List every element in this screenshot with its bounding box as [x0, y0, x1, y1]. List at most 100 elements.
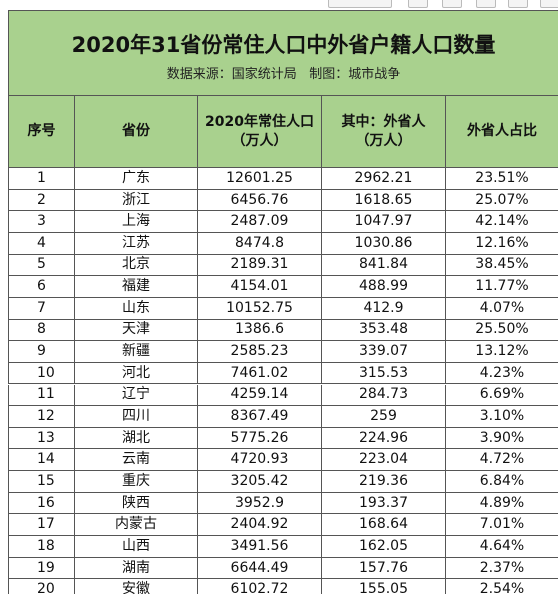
- table-cell: 山西: [75, 536, 198, 558]
- table-cell: 山东: [75, 297, 198, 320]
- table-cell: 168.64: [322, 514, 446, 537]
- table-cell: 浙江: [75, 189, 198, 212]
- table-cell: 2.54%: [446, 579, 558, 594]
- table-cell: 3.90%: [446, 428, 558, 450]
- table-cell: 488.99: [322, 276, 446, 298]
- header-text: 序号: [27, 123, 56, 140]
- table-cell: 6456.76: [198, 189, 322, 212]
- table-cell: 12.16%: [446, 233, 558, 255]
- table-cell: 2: [8, 189, 75, 212]
- table-cell: 17: [8, 514, 75, 537]
- table-cell: 25.07%: [446, 190, 558, 212]
- table-cell: 4.89%: [446, 493, 558, 515]
- table-cell: 841.84: [322, 254, 446, 277]
- table-cell: 7461.02: [198, 362, 322, 385]
- table-cell: 上海: [75, 211, 198, 233]
- table-cell: 14: [8, 449, 75, 472]
- table-cell: 155.05: [322, 579, 446, 594]
- table-cell: 4.64%: [446, 536, 558, 558]
- table-cell: 412.9: [322, 297, 446, 320]
- header-cell: 外省人占比: [446, 96, 558, 168]
- table-cell: 3205.42: [198, 471, 322, 493]
- header-text: （万人）: [231, 132, 288, 149]
- table-cell: 4720.93: [198, 449, 322, 472]
- table-cell: 3: [8, 211, 75, 233]
- title-area: 2020年31省份常住人口中外省户籍人口数量 数据来源：国家统计局 制图：城市战…: [8, 10, 558, 96]
- table-cell: 5775.26: [198, 427, 322, 450]
- table-cell: 3952.9: [198, 492, 322, 515]
- header-cell: 其中：外省人 （万人）: [322, 96, 446, 168]
- table-cell: 8: [8, 319, 75, 342]
- table-cell: 新疆: [75, 341, 198, 363]
- table-cell: 内蒙古: [75, 514, 198, 537]
- table-cell: 42.14%: [446, 211, 558, 233]
- table-cell: 江苏: [75, 232, 198, 255]
- table-cell: 2585.23: [198, 341, 322, 363]
- toolbar-button[interactable]: [508, 0, 528, 8]
- toolbar-button[interactable]: [442, 0, 462, 8]
- table-cell: 13.12%: [446, 341, 558, 363]
- table-cell: 1386.6: [198, 319, 322, 342]
- table-cell: 4154.01: [198, 276, 322, 298]
- table-cell: 11.77%: [446, 276, 558, 298]
- table-cell: 2487.09: [198, 211, 322, 233]
- table-cell: 15: [8, 471, 75, 493]
- table-cell: 6102.72: [198, 579, 322, 594]
- table-cell: 7: [8, 297, 75, 320]
- table-cell: 6.84%: [446, 471, 558, 493]
- table-cell: 4.23%: [446, 363, 558, 385]
- header-cell: 2020年常住人口 （万人）: [198, 96, 322, 168]
- table-cell: 162.05: [322, 536, 446, 558]
- table-cell: 辽宁: [75, 384, 198, 407]
- table-cell: 157.76: [322, 557, 446, 580]
- table-cell: 6: [8, 276, 75, 298]
- toolbar-button[interactable]: [476, 0, 496, 8]
- toolbar-button[interactable]: [328, 0, 392, 8]
- table-cell: 315.53: [322, 362, 446, 385]
- table-cell: 湖南: [75, 557, 198, 580]
- table-cell: 1030.86: [322, 232, 446, 255]
- table-cell: 20: [8, 579, 75, 594]
- header-text: （万人）: [355, 132, 412, 149]
- table-cell: 6644.49: [198, 557, 322, 580]
- table-cell: 广东: [75, 168, 198, 190]
- toolbar-button[interactable]: [408, 0, 428, 8]
- table-cell: 湖北: [75, 427, 198, 450]
- table-cell: 2.37%: [446, 558, 558, 580]
- table-cell: 10: [8, 362, 75, 385]
- table-cell: 10152.75: [198, 297, 322, 320]
- table-cell: 25.50%: [446, 320, 558, 342]
- table-cell: 天津: [75, 319, 198, 342]
- table-cell: 4.07%: [446, 298, 558, 320]
- table-cell: 8367.49: [198, 406, 322, 428]
- header-text: 外省人占比: [467, 123, 537, 140]
- table-cell: 河北: [75, 362, 198, 385]
- table-cell: 陕西: [75, 492, 198, 515]
- table-cell: 12: [8, 406, 75, 428]
- header-text: 省份: [122, 123, 150, 140]
- table-cell: 16: [8, 492, 75, 515]
- toolbar-button[interactable]: [540, 0, 558, 8]
- table-cell: 1047.97: [322, 211, 446, 233]
- table-cell: 2189.31: [198, 254, 322, 277]
- header-cell: 省份: [75, 96, 198, 168]
- table-cell: 四川: [75, 406, 198, 428]
- table-cell: 安徽: [75, 579, 198, 594]
- table-cell: 353.48: [322, 319, 446, 342]
- table-cell: 11: [8, 384, 75, 407]
- table-cell: 1618.65: [322, 189, 446, 212]
- table-cell: 13: [8, 427, 75, 450]
- table-cell: 19: [8, 557, 75, 580]
- table-cell: 5: [8, 254, 75, 277]
- table-cell: 7.01%: [446, 514, 558, 537]
- table-cell: 193.37: [322, 492, 446, 515]
- table-cell: 3.10%: [446, 406, 558, 428]
- table-cell: 1: [8, 168, 75, 190]
- table-cell: 9: [8, 341, 75, 363]
- table-cell: 4259.14: [198, 384, 322, 407]
- table-cell: 4.72%: [446, 449, 558, 472]
- table-cell: 北京: [75, 254, 198, 277]
- table-cell: 23.51%: [446, 168, 558, 190]
- table-cell: 6.69%: [446, 385, 558, 407]
